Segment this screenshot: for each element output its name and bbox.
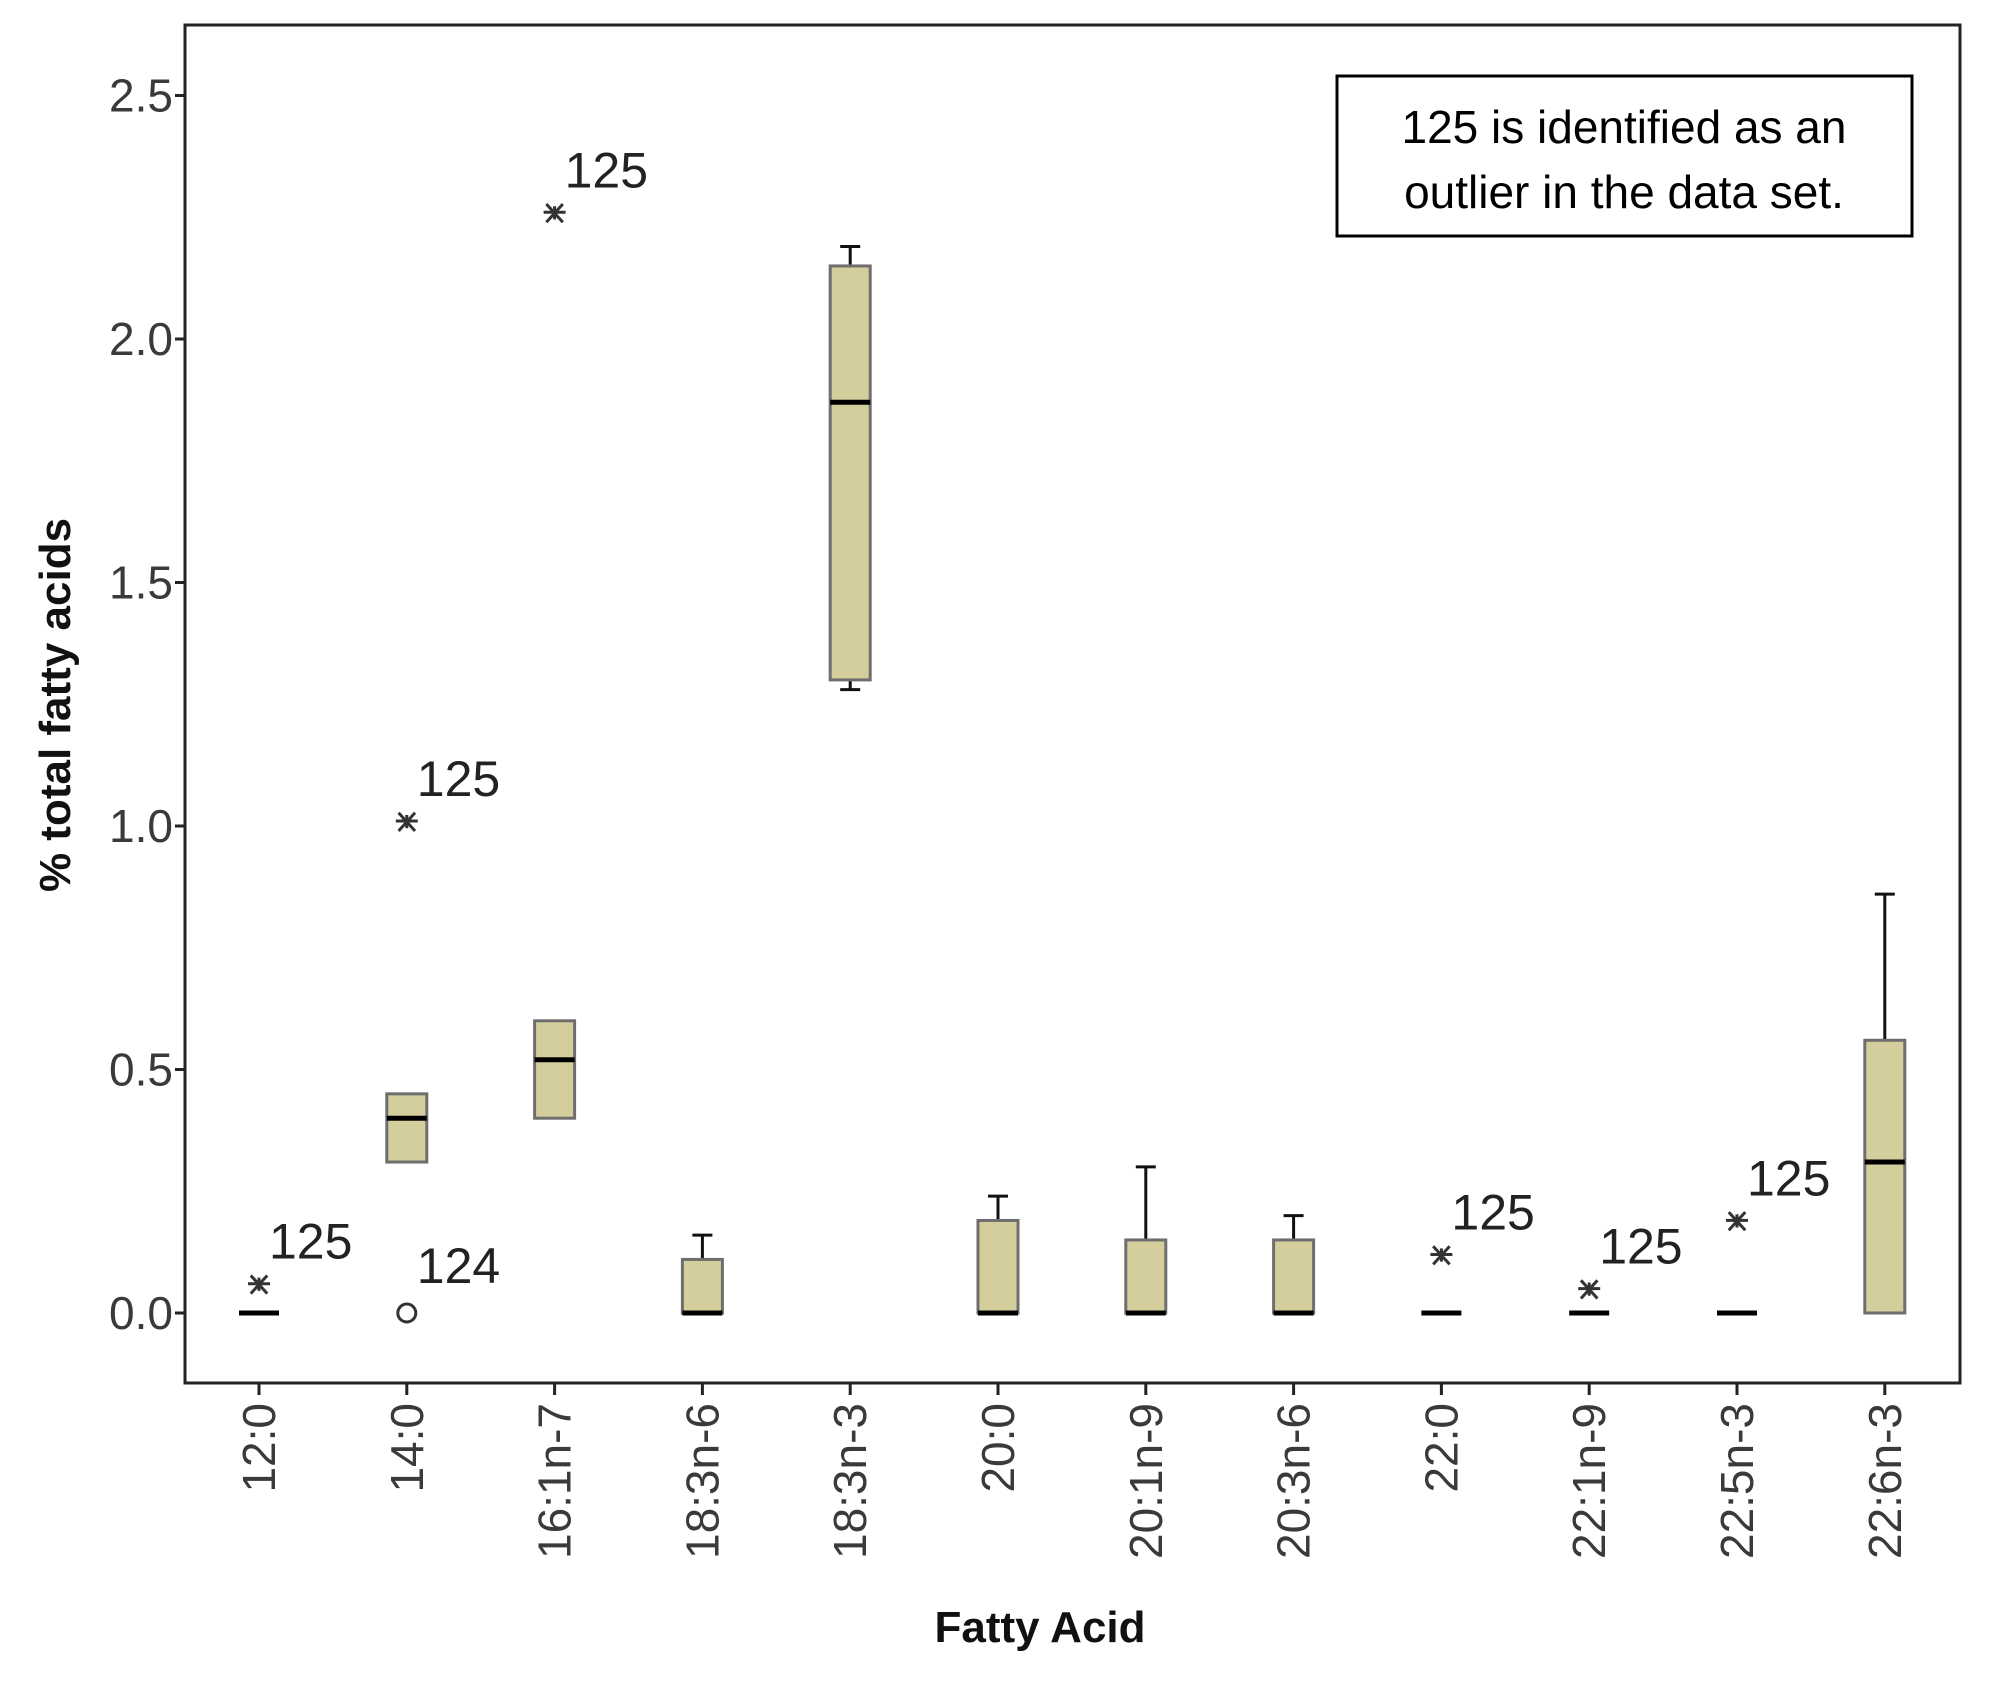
box-iqr: [1272, 1238, 1316, 1315]
x-tick-label: 12:0: [233, 1403, 285, 1493]
outlier-star-stroke: [545, 203, 564, 224]
plot-frame: [183, 23, 1962, 1385]
box-14-0: [385, 1092, 429, 1164]
x-tick-label: 22:0: [1415, 1403, 1467, 1493]
x-tick-label: 18:3n-3: [824, 1403, 876, 1559]
box-iqr: [1863, 1038, 1907, 1315]
outlier-point: 125: [1430, 1184, 1535, 1266]
box-16-1n-7: [533, 1019, 577, 1120]
y-axis-title: % total fatty acids: [31, 518, 80, 892]
x-tick-label: 18:3n-6: [676, 1403, 728, 1559]
x-tick-label: 22:1n-9: [1563, 1403, 1615, 1559]
box-20-3n-6: [1272, 1214, 1316, 1316]
outlier-label: 125: [565, 142, 648, 198]
outlier-point: 125: [543, 142, 648, 224]
x-axis-title: Fatty Acid: [934, 1603, 1145, 1652]
outlier-star-stroke: [249, 1274, 269, 1295]
outlier-circle-marker: [396, 1302, 418, 1324]
box-iqr: [976, 1218, 1020, 1315]
outlier-point: 125: [1726, 1150, 1830, 1232]
y-tick-label: 2.5: [109, 70, 173, 122]
annotation-line-2: outlier in the data set.: [1404, 166, 1844, 218]
y-tick-label: 1.5: [109, 557, 173, 609]
outlier-point: 124: [396, 1238, 500, 1324]
x-tick-label: 14:0: [381, 1403, 433, 1493]
box-iqr: [828, 264, 872, 682]
x-tick-label: 22:6n-3: [1859, 1403, 1911, 1559]
box-20-1n-9: [1124, 1165, 1168, 1316]
outlier-point: 125: [1578, 1219, 1683, 1300]
x-axis: 12:0 14:0 16:1n-7 18:3n-6 18:3n-3 20:0 20:1n-9…: [233, 1383, 1911, 1559]
box-iqr: [533, 1019, 577, 1120]
box-18-3n-3: [828, 244, 872, 692]
box-20-0: [976, 1194, 1020, 1316]
box-18-3n-6: [680, 1233, 724, 1316]
x-tick-label: 20:0: [972, 1403, 1024, 1493]
box-iqr: [1124, 1238, 1168, 1315]
y-tick-label: 2.0: [109, 313, 173, 365]
box-22-6n-3: [1863, 892, 1907, 1315]
box-iqr: [385, 1092, 429, 1164]
y-tick-label: 0.5: [109, 1044, 173, 1096]
x-tick-label: 16:1n-7: [529, 1403, 581, 1559]
y-tick-label: 0.0: [109, 1287, 173, 1339]
outlier-label: 125: [1747, 1150, 1830, 1206]
outlier-label: 125: [1451, 1184, 1534, 1240]
outlier-label: 125: [417, 751, 500, 807]
outlier-series: 125 125 124 125 125 125 125: [248, 142, 1830, 1324]
outlier-star-stroke: [397, 811, 417, 832]
x-tick-label: 20:3n-6: [1268, 1403, 1320, 1559]
y-axis: 0.0 0.5 1.0 1.5 2.0 2.5: [109, 70, 185, 1339]
x-tick-label: 20:1n-9: [1120, 1403, 1172, 1559]
outlier-star-stroke: [1432, 1245, 1451, 1266]
x-tick-label: 22:5n-3: [1711, 1403, 1763, 1559]
outlier-point: 125: [395, 751, 500, 832]
box-series: [239, 244, 1907, 1316]
outlier-point: 125: [248, 1214, 352, 1295]
outlier-star-stroke: [1579, 1279, 1599, 1300]
outlier-label: 125: [269, 1214, 352, 1270]
annotation-frame: [1335, 74, 1914, 238]
outlier-label: 125: [1599, 1219, 1682, 1275]
outlier-label: 124: [417, 1238, 500, 1294]
annotation-box: 125 is identified as an outlier in the d…: [1335, 74, 1914, 238]
outlier-star-stroke: [1727, 1211, 1747, 1232]
box-iqr: [680, 1257, 724, 1315]
annotation-line-1: 125 is identified as an: [1402, 101, 1847, 153]
plot-frame-group: [183, 23, 1962, 1385]
y-tick-label: 1.0: [109, 800, 173, 852]
